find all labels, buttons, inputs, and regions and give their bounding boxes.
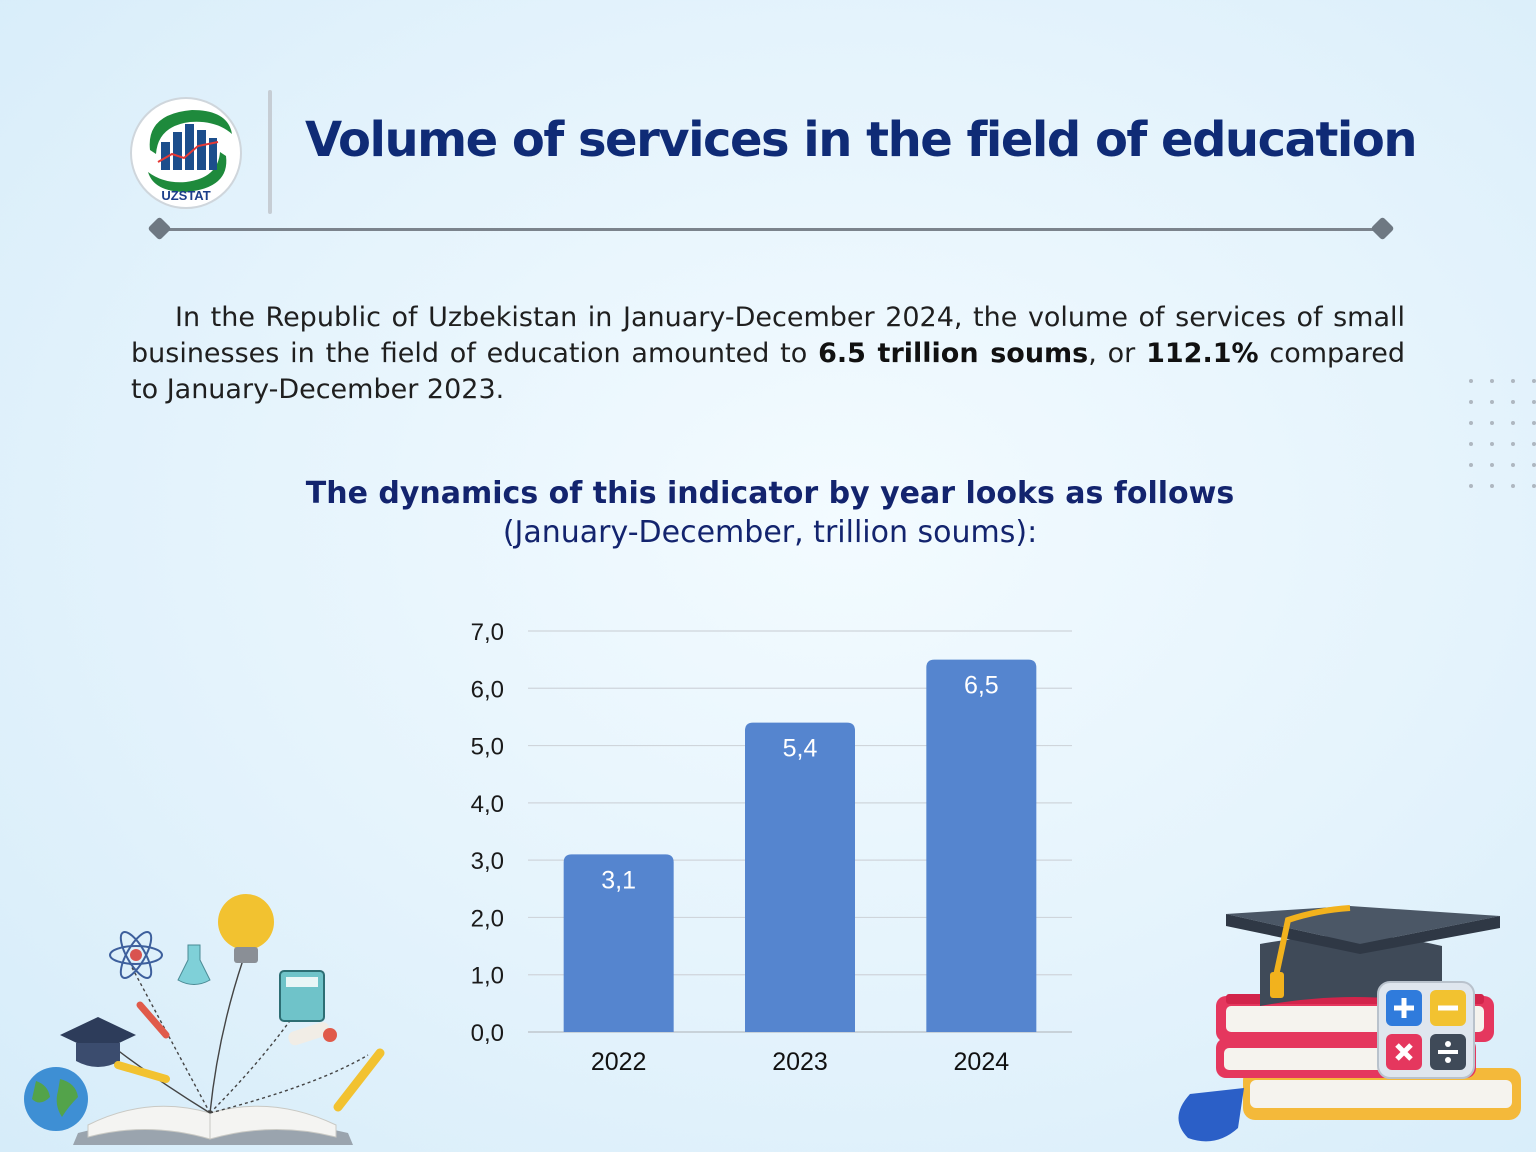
chart-heading: The dynamics of this indicator by year l…	[305, 476, 1235, 511]
summary-paragraph: In the Republic of Uzbekistan in January…	[131, 300, 1405, 408]
uzstat-logo: UZSTAT	[128, 96, 246, 210]
summary-intro: In the Republic of Uzbekistan in January…	[131, 302, 1405, 369]
y-tick-label: 3,0	[471, 848, 504, 875]
bar-chart: 0,0 1,0 2,0 3,0 4,0 5,0 6,0 7,0 3,1 2022 5,4 2023 6,…	[471, 619, 1072, 1076]
y-tick-label: 2,0	[471, 905, 504, 932]
bar	[563, 854, 674, 1032]
summary-mid: , or	[1088, 338, 1147, 369]
rule-right-cap	[1370, 216, 1395, 241]
dot-grid-decoration	[1469, 379, 1536, 488]
summary-outro: compared to January-December 2023.	[131, 338, 1405, 405]
education-doodle-illustration	[24, 894, 385, 1145]
bar	[926, 659, 1037, 1032]
chart-subheading: (January-December, trillion soums):	[502, 515, 1038, 550]
bar-value-label: 5,4	[783, 735, 818, 763]
bar-value-label: 6,5	[964, 672, 999, 700]
x-tick-label: 2024	[954, 1048, 1010, 1076]
summary-growth: 112.1%	[1146, 338, 1259, 369]
bar	[745, 722, 855, 1032]
logo-text: UZSTAT	[161, 188, 210, 203]
x-tick-label: 2022	[591, 1048, 647, 1076]
books-graduation-cap-illustration	[1178, 905, 1521, 1142]
header-rule	[158, 228, 1384, 231]
rule-left-cap	[147, 216, 172, 241]
y-tick-label: 0,0	[471, 1020, 504, 1047]
y-tick-label: 1,0	[471, 963, 504, 990]
page-title: Volume of services in the field of educa…	[305, 112, 1417, 168]
x-tick-label: 2023	[772, 1048, 828, 1076]
y-tick-label: 7,0	[471, 619, 504, 646]
header-divider	[268, 90, 272, 214]
summary-volume: 6.5 trillion soums	[818, 338, 1089, 369]
y-tick-label: 4,0	[471, 791, 504, 818]
y-tick-label: 5,0	[471, 734, 504, 761]
bar-value-label: 3,1	[601, 866, 636, 894]
y-tick-label: 6,0	[471, 676, 504, 703]
